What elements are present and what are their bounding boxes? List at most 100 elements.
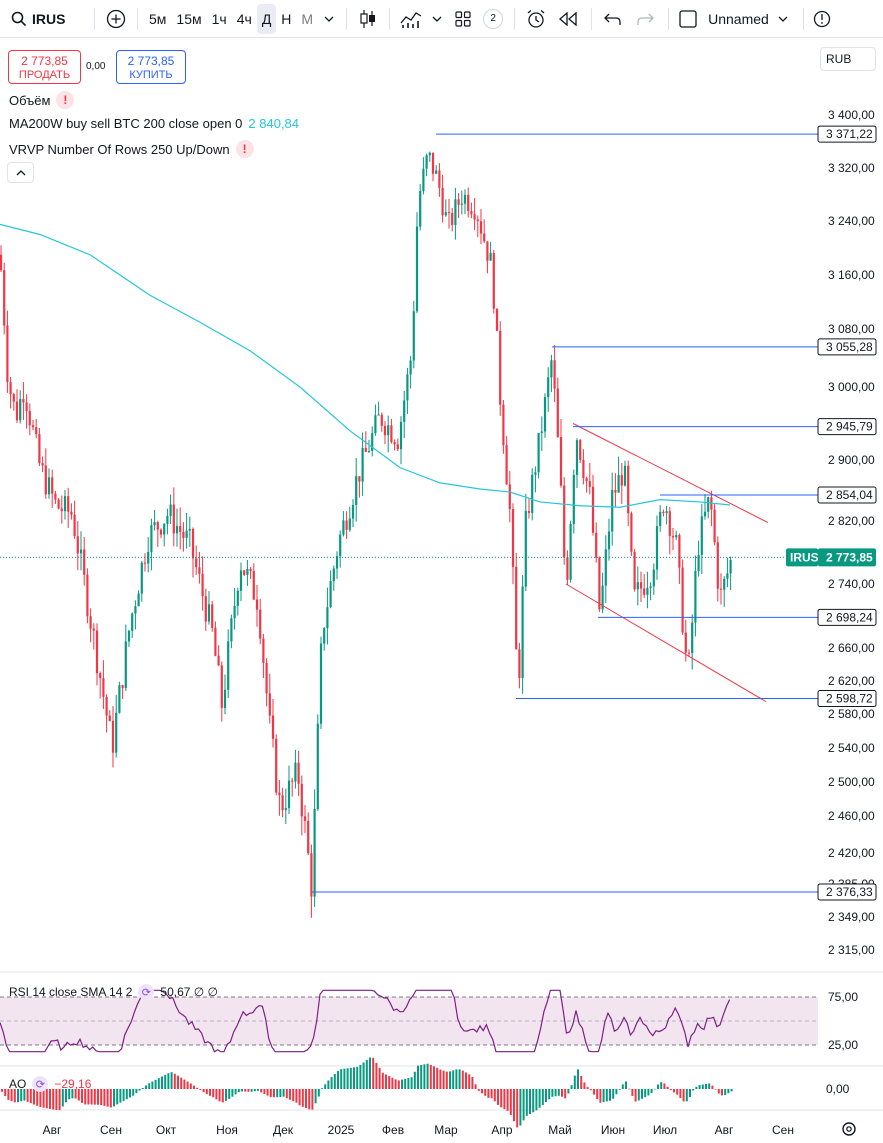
ao-bar — [548, 1089, 551, 1100]
timeframe-15m[interactable]: 15м — [176, 10, 202, 27]
candle-body — [559, 437, 563, 486]
ao-bar — [519, 1089, 522, 1126]
collapse-legend-button[interactable] — [7, 162, 34, 183]
legend-volume[interactable]: Объём ! — [9, 91, 75, 109]
ao-bar — [36, 1089, 39, 1106]
search-icon[interactable] — [6, 4, 32, 34]
ao-bar — [461, 1070, 464, 1089]
candles-icon[interactable] — [353, 4, 383, 34]
layout-name[interactable]: Unnamed — [708, 10, 769, 27]
legend-rsi[interactable]: RSI 14 close SMA 14 2 ⟳ 50,67 ∅ ∅ — [9, 984, 218, 1000]
ao-bar — [81, 1089, 83, 1103]
ao-bar — [423, 1064, 426, 1089]
gear-inner — [846, 1126, 852, 1132]
warning-icon[interactable]: ! — [235, 140, 254, 158]
divider — [514, 7, 516, 30]
timeframe-4h[interactable]: 4ч — [236, 10, 252, 27]
candle-body — [361, 447, 364, 482]
ao-bar — [410, 1077, 413, 1089]
legend-vrvp-label: VRVP Number Of Rows 250 Up/Down — [9, 141, 230, 157]
chevron-down-icon[interactable] — [426, 4, 448, 34]
alert-clock-icon[interactable] — [521, 4, 551, 34]
loop-icon[interactable]: ⟳ — [32, 1076, 49, 1092]
candle-body — [428, 152, 431, 156]
candle-body — [467, 194, 470, 212]
level-label-box — [817, 418, 877, 436]
candle-body — [697, 554, 700, 572]
loop-icon[interactable]: ⟳ — [138, 984, 155, 1000]
level-label: 2 854,04 — [826, 488, 873, 502]
buy-button[interactable]: 2 773,85 КУПИТЬ — [116, 50, 186, 84]
rsi-tick-label: 75,00 — [828, 990, 858, 1004]
ao-bar — [231, 1089, 234, 1097]
ao-bar — [586, 1087, 589, 1089]
redo-icon[interactable] — [628, 4, 662, 34]
candle-body — [406, 374, 409, 401]
ao-bar — [436, 1067, 439, 1089]
time-axis-label: Дек — [273, 1123, 294, 1137]
layouts-count[interactable]: 2 — [478, 4, 508, 34]
ao-bar — [90, 1089, 93, 1105]
candle-body — [374, 415, 377, 434]
ao-bar — [605, 1089, 608, 1102]
ao-bar — [17, 1089, 19, 1103]
chevron-down-icon[interactable] — [318, 4, 340, 34]
candle-body — [358, 476, 361, 482]
symbol-name[interactable]: IRUS — [32, 10, 66, 27]
ao-bar — [714, 1089, 717, 1090]
undo-icon[interactable] — [598, 4, 628, 34]
price-tick-label: 2 740,00 — [828, 577, 875, 591]
candle-body — [156, 522, 159, 530]
legend-ao[interactable]: AO ⟳ −29,16 — [9, 1076, 91, 1092]
ao-bar — [474, 1084, 477, 1089]
ma200-line — [0, 223, 731, 508]
ao-bar — [7, 1089, 10, 1100]
candle-body — [579, 440, 582, 460]
ao-bar — [666, 1086, 669, 1089]
ao-bar — [135, 1089, 138, 1094]
timeframe-month[interactable]: М — [301, 10, 314, 27]
timeframe-day[interactable]: Д — [256, 3, 277, 34]
candle-body — [35, 427, 38, 435]
ao-bar — [631, 1089, 634, 1097]
candle-body — [508, 484, 511, 509]
ao-bar — [327, 1080, 330, 1089]
ao-bar — [314, 1089, 317, 1104]
layouts-grid-icon[interactable] — [448, 4, 478, 34]
candle-body — [422, 168, 425, 192]
last-symbol-label: IRUS — [790, 550, 819, 564]
price-tick-label: 2 820,00 — [828, 514, 875, 528]
candle-body — [227, 641, 230, 690]
candle-body — [543, 397, 547, 432]
ao-bar — [279, 1089, 282, 1098]
sell-button[interactable]: 2 773,85 ПРОДАТЬ — [8, 50, 81, 84]
ao-bar — [170, 1072, 173, 1089]
add-symbol-icon[interactable] — [101, 4, 131, 34]
gear-icon[interactable] — [842, 1122, 856, 1136]
timeframe-5m[interactable]: 5м — [149, 10, 167, 27]
warning-icon[interactable]: ! — [56, 91, 75, 109]
candle-body — [646, 587, 649, 595]
level-label-box — [817, 608, 877, 626]
ao-bar — [487, 1089, 490, 1098]
legend-vrvp[interactable]: VRVP Number Of Rows 250 Up/Down ! — [9, 140, 254, 158]
sell-label: ПРОДАТЬ — [18, 69, 71, 81]
candle-body — [630, 513, 633, 552]
candle-body — [115, 712, 118, 753]
quick-search-icon[interactable] — [810, 4, 834, 34]
ao-bar — [372, 1057, 375, 1089]
candle-body — [700, 516, 703, 555]
legend-ma[interactable]: MA200W buy sell BTC 200 close open 0 2 8… — [9, 116, 299, 131]
currency-selector[interactable]: RUB — [820, 47, 876, 71]
chevron-down-icon[interactable] — [769, 4, 797, 34]
timeframe-1h[interactable]: 1ч — [211, 10, 227, 27]
candle-body — [105, 696, 108, 716]
time-axis-label: Июн — [601, 1123, 625, 1137]
timeframe-week[interactable]: Н — [281, 10, 292, 27]
layout-square-icon[interactable] — [675, 4, 701, 34]
indicators-icon[interactable] — [396, 4, 426, 34]
replay-icon[interactable] — [551, 4, 585, 34]
ao-bar — [346, 1068, 349, 1089]
ao-bar — [583, 1082, 586, 1089]
